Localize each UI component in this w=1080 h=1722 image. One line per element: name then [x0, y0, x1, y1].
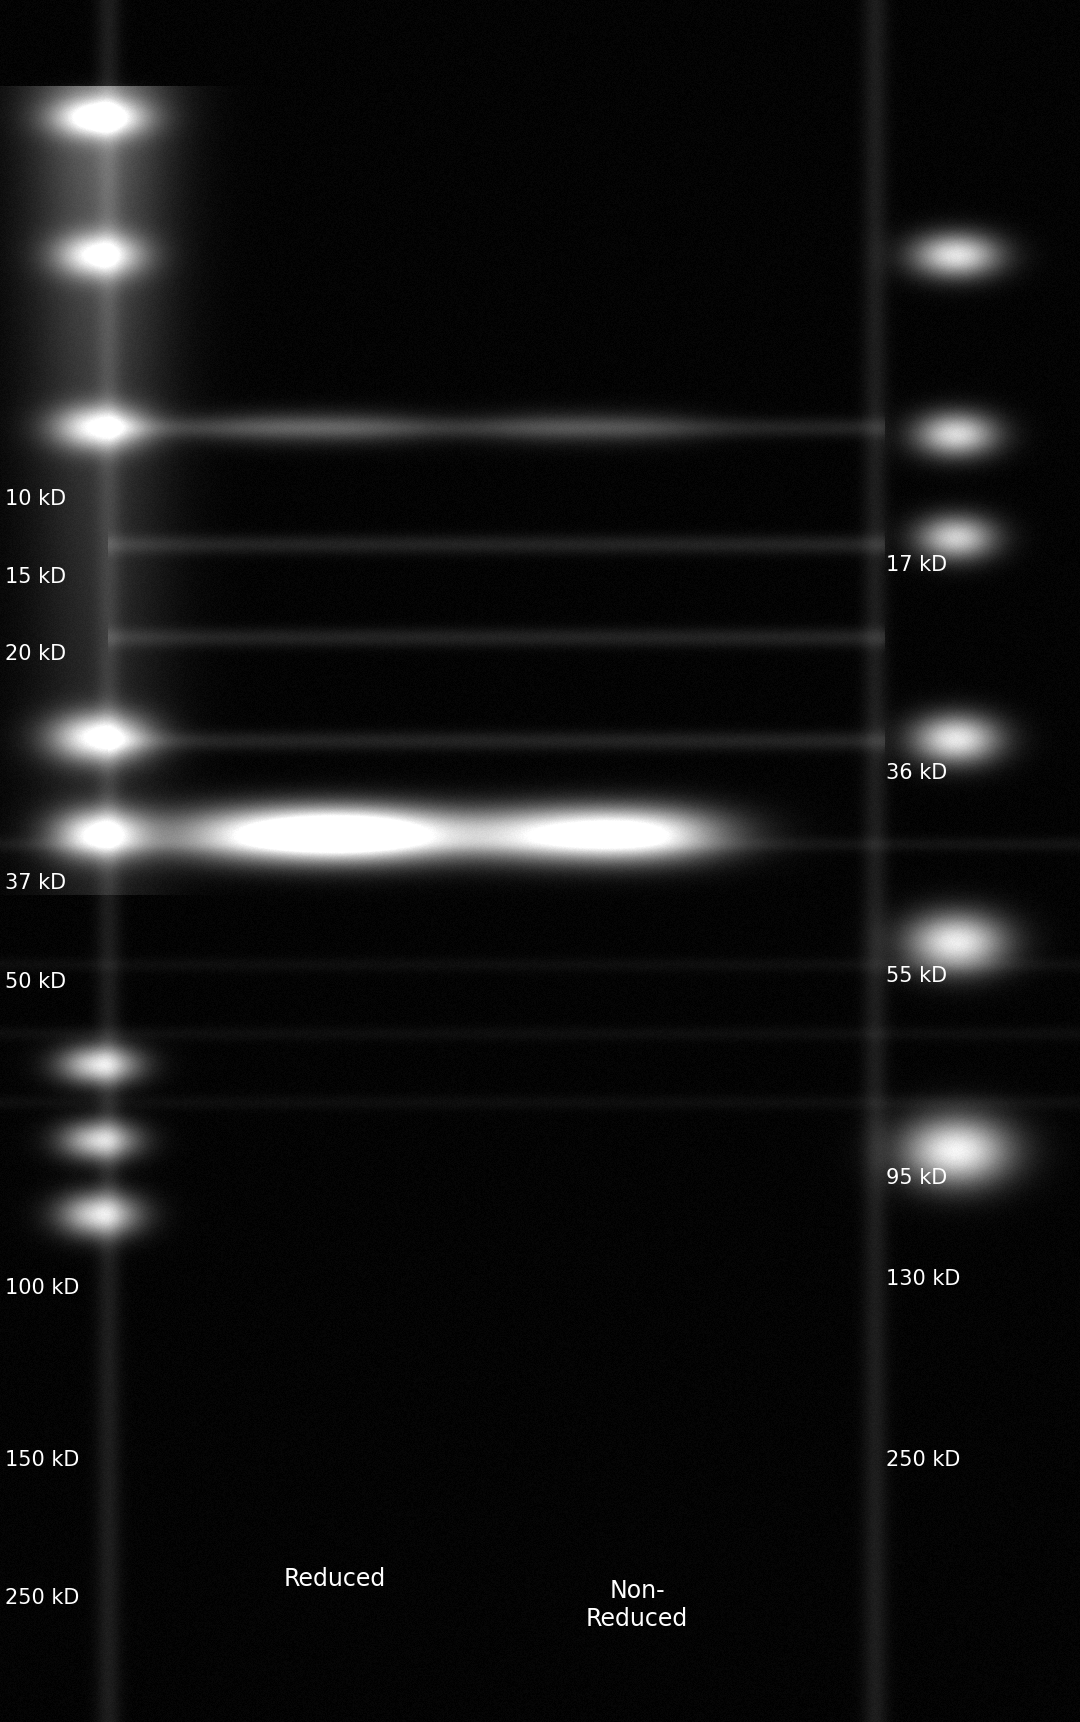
Text: 17 kD: 17 kD — [886, 554, 947, 575]
Text: Reduced: Reduced — [284, 1567, 386, 1591]
Text: 95 kD: 95 kD — [886, 1168, 947, 1188]
Text: 36 kD: 36 kD — [886, 763, 947, 784]
Text: Non-
Reduced: Non- Reduced — [586, 1579, 688, 1631]
Text: 55 kD: 55 kD — [886, 966, 947, 987]
Text: 100 kD: 100 kD — [5, 1278, 80, 1298]
Text: 50 kD: 50 kD — [5, 971, 67, 992]
Text: 10 kD: 10 kD — [5, 489, 67, 510]
Text: 20 kD: 20 kD — [5, 644, 67, 665]
Text: 250 kD: 250 kD — [5, 1588, 80, 1608]
Text: 250 kD: 250 kD — [886, 1450, 960, 1471]
Text: 37 kD: 37 kD — [5, 873, 67, 894]
Text: 150 kD: 150 kD — [5, 1450, 80, 1471]
Text: 130 kD: 130 kD — [886, 1269, 960, 1290]
Text: 15 kD: 15 kD — [5, 567, 67, 587]
